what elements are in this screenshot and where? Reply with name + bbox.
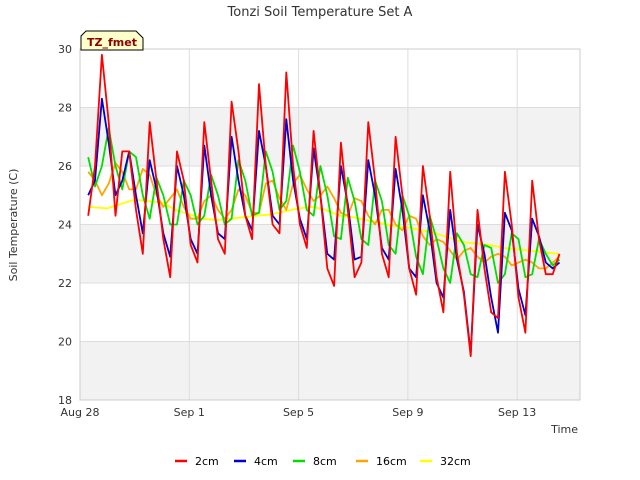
- station-tag-box: [80, 30, 144, 51]
- station-tag-label: TZ_fmet: [87, 36, 137, 49]
- y-axis-label: Soil Temperature (C): [7, 169, 20, 282]
- y-tick-label: 28: [58, 102, 72, 115]
- y-tick-label: 20: [58, 336, 72, 349]
- x-axis-label: Time: [550, 423, 578, 436]
- x-tick-label: Sep 9: [392, 406, 423, 419]
- legend-item-2cm: 2cm: [175, 455, 219, 468]
- y-tick-label: 18: [58, 394, 72, 407]
- y-tick-label: 22: [58, 277, 72, 290]
- legend-label: 16cm: [376, 455, 407, 468]
- legend-item-16cm: 16cm: [356, 455, 407, 468]
- plot-band: [80, 107, 580, 166]
- plot-frame: [79, 48, 581, 401]
- legend-label: 4cm: [254, 455, 278, 468]
- plot-background: [80, 49, 580, 400]
- plot-band: [80, 341, 580, 400]
- chart-title: Tonzi Soil Temperature Set A: [227, 5, 413, 20]
- legend-item-8cm: 8cm: [293, 455, 337, 468]
- series-layer: [87, 53, 561, 358]
- legend-label: 8cm: [313, 455, 337, 468]
- y-tick-label: 26: [58, 160, 72, 173]
- legend: 2cm 4cm 8cm 16cm 32cm: [175, 455, 471, 468]
- y-tick-label: 30: [58, 43, 72, 56]
- y-tick-labels: 18 20 22 24 26 28 30: [58, 43, 72, 407]
- series-line-2cm: [87, 53, 561, 358]
- series-line-8cm: [87, 127, 561, 284]
- legend-label: 2cm: [195, 455, 219, 468]
- x-tick-labels: Aug 28 Sep 1 Sep 5 Sep 9 Sep 13: [61, 406, 537, 419]
- plot-band: [80, 283, 580, 342]
- x-tick-label: Sep 13: [498, 406, 536, 419]
- legend-item-4cm: 4cm: [234, 455, 278, 468]
- y-tick-label: 24: [58, 219, 72, 232]
- x-tick-label: Sep 5: [283, 406, 314, 419]
- x-tick-label: Sep 1: [174, 406, 205, 419]
- x-tick-label: Aug 28: [61, 406, 100, 419]
- plot-band: [80, 49, 580, 108]
- legend-label: 32cm: [440, 455, 471, 468]
- station-tag: TZ_fmet: [80, 30, 144, 51]
- legend-item-32cm: 32cm: [420, 455, 471, 468]
